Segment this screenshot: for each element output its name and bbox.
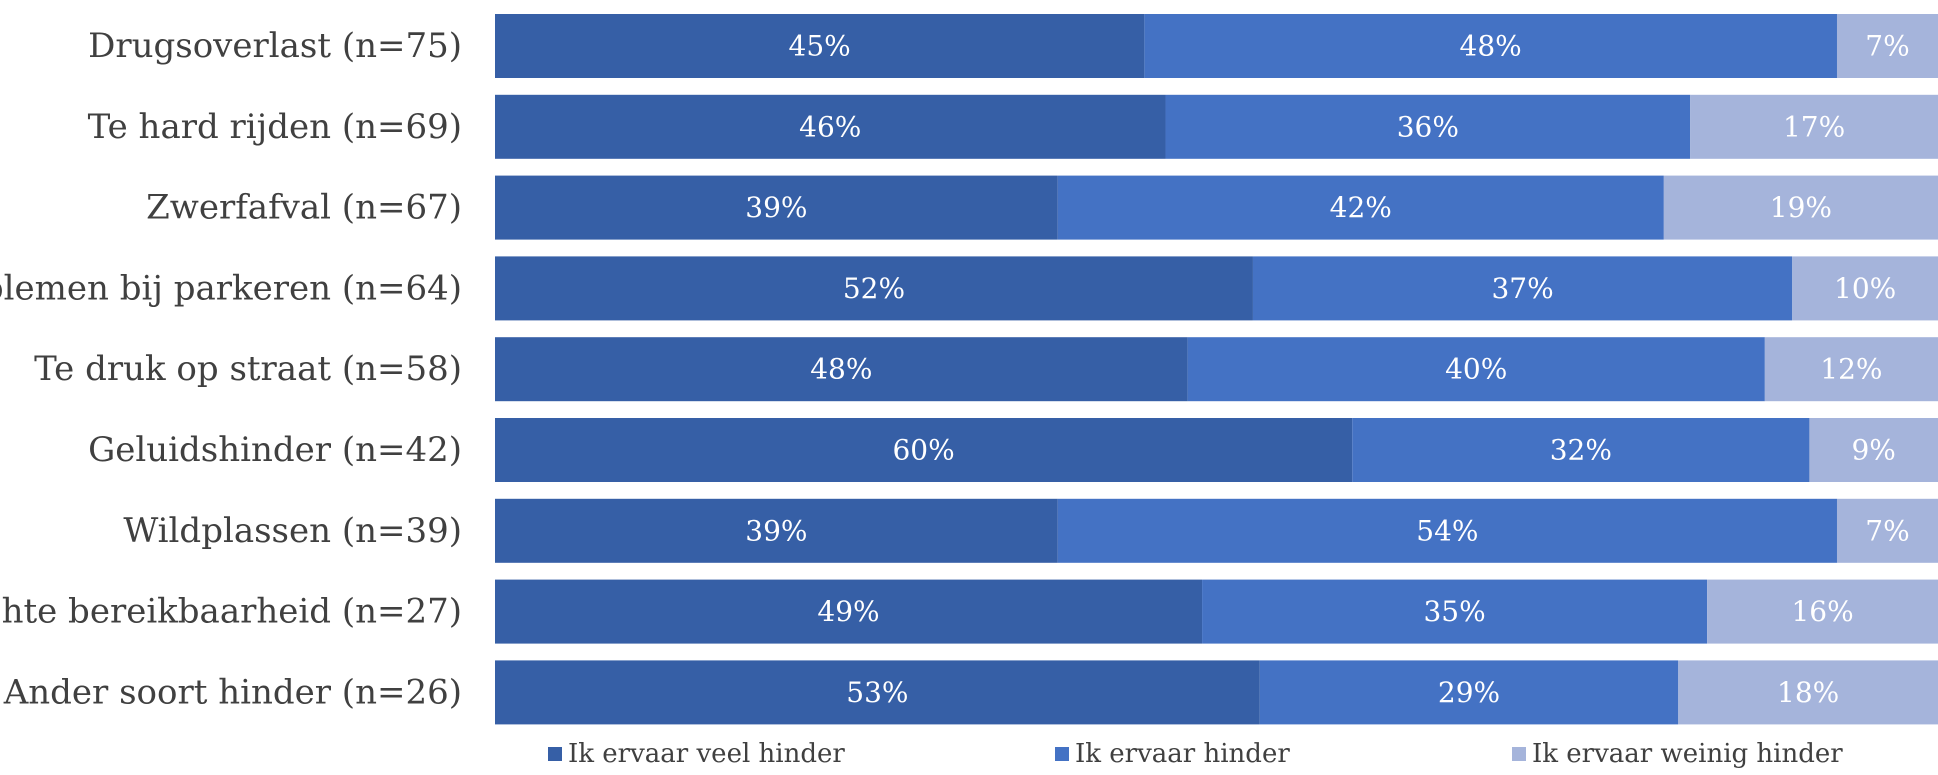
bar-segment-1 — [495, 660, 1260, 725]
legend-label-1: Ik ervaar veel hinder — [568, 739, 845, 769]
bar-segment-1 — [495, 337, 1188, 402]
data-label: 10% — [1834, 272, 1896, 305]
category-label: Zwerfafval (n=67) — [146, 188, 462, 228]
data-label: 35% — [1423, 595, 1485, 628]
bar-segment-3 — [1764, 337, 1938, 402]
data-label: 37% — [1491, 272, 1553, 305]
legend: Ik ervaar veel hinder Ik ervaar hinder Ik … — [548, 739, 1843, 769]
data-label: 46% — [799, 110, 861, 143]
category-label: Te druk op straat (n=58) — [34, 349, 462, 389]
bars-group: Drugsoverlast (n=75) 45% 48% 7% Te hard rijd… — [0, 14, 1938, 725]
bar-segment-1 — [495, 498, 1058, 563]
data-label: 49% — [817, 595, 879, 628]
data-label: 53% — [846, 676, 908, 709]
bar-segment-3 — [1836, 498, 1938, 563]
data-label: 36% — [1397, 110, 1459, 143]
data-label: 54% — [1416, 514, 1478, 547]
bar-segment-2 — [1252, 256, 1793, 321]
category-label: Geluidshinder (n=42) — [88, 430, 462, 470]
category-label: Problemen bij parkeren (n=64) — [0, 268, 462, 308]
bar-segment-1 — [495, 579, 1203, 644]
bar-segment-3 — [1678, 660, 1938, 725]
bar-segment-1 — [495, 94, 1166, 159]
legend-swatch-2 — [1055, 747, 1069, 761]
category-label: Ander soort hinder (n=26) — [3, 672, 462, 712]
data-label: 45% — [789, 30, 851, 63]
data-label: 17% — [1783, 110, 1845, 143]
data-label: 9% — [1851, 434, 1895, 467]
data-label: 40% — [1445, 353, 1507, 386]
bar-segment-2 — [1352, 418, 1810, 482]
data-label: 60% — [892, 434, 954, 467]
bar-segment-2 — [1057, 175, 1664, 240]
data-label: 16% — [1791, 595, 1853, 628]
category-label: Slechte bereikbaarheid (n=27) — [0, 592, 462, 632]
bar-segment-3 — [1809, 418, 1938, 482]
data-label: 39% — [745, 191, 807, 224]
bar-segment-2 — [1202, 579, 1708, 644]
legend-label-3: Ik ervaar weinig hinder — [1532, 739, 1843, 769]
bar-segment-2 — [1259, 660, 1679, 725]
data-label: 29% — [1438, 676, 1500, 709]
bar-segment-2 — [1187, 337, 1765, 402]
data-label: 48% — [1460, 30, 1522, 63]
data-label: 42% — [1330, 191, 1392, 224]
bar-segment-3 — [1836, 14, 1938, 78]
data-label: 19% — [1770, 191, 1832, 224]
bar-segment-1 — [495, 14, 1145, 78]
bar-segment-2 — [1057, 498, 1837, 563]
legend-swatch-1 — [548, 747, 562, 761]
bar-segment-3 — [1792, 256, 1938, 321]
bar-segment-2 — [1165, 94, 1691, 159]
legend-swatch-3 — [1512, 747, 1526, 761]
data-label: 7% — [1865, 514, 1909, 547]
data-label: 18% — [1777, 676, 1839, 709]
data-label: 32% — [1550, 434, 1612, 467]
data-label: 48% — [810, 353, 872, 386]
category-label: Te hard rijden (n=69) — [88, 107, 462, 147]
data-label: 52% — [843, 272, 905, 305]
bar-segment-3 — [1663, 175, 1938, 240]
data-label: 39% — [745, 514, 807, 547]
category-label: Wildplassen (n=39) — [123, 511, 462, 551]
bar-segment-1 — [495, 175, 1058, 240]
bar-segment-1 — [495, 418, 1353, 482]
bar-segment-1 — [495, 256, 1253, 321]
data-label: 12% — [1820, 353, 1882, 386]
legend-label-2: Ik ervaar hinder — [1075, 739, 1290, 769]
category-label: Drugsoverlast (n=75) — [88, 26, 462, 66]
bar-segment-2 — [1144, 14, 1837, 78]
bar-segment-3 — [1707, 579, 1938, 644]
bar-segment-3 — [1690, 94, 1938, 159]
data-label: 7% — [1865, 30, 1909, 63]
